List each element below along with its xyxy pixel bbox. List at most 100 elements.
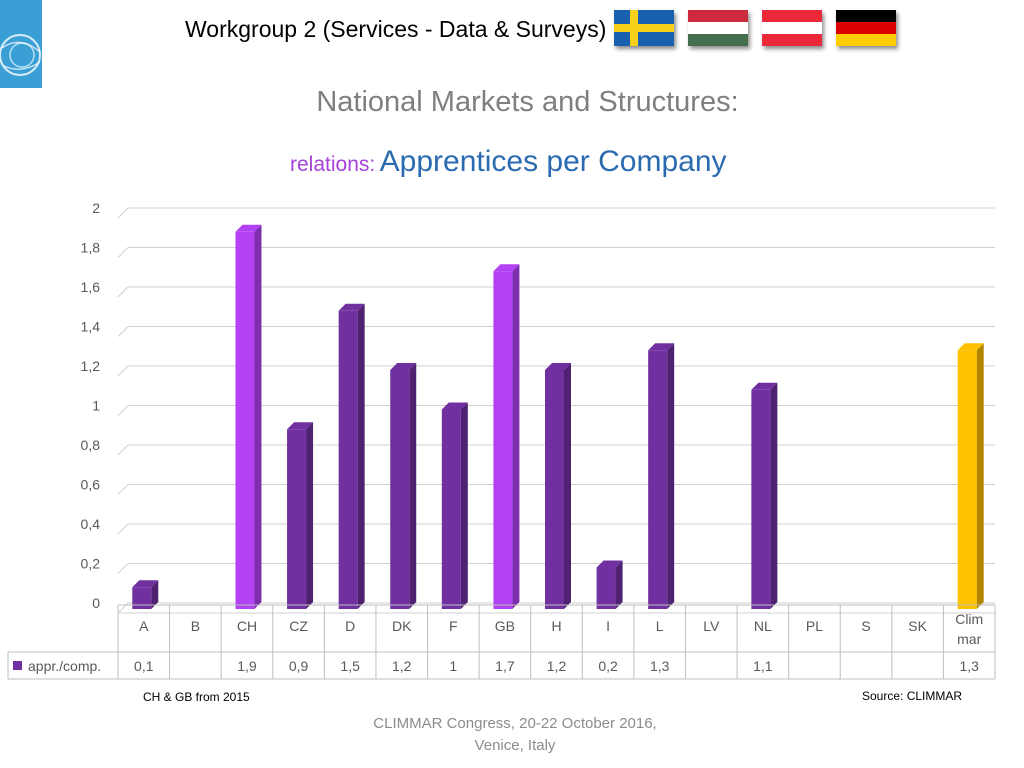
bar-d xyxy=(338,303,365,609)
y-tick-label: 1,8 xyxy=(81,240,101,256)
bar-front xyxy=(751,389,771,609)
bar-front xyxy=(441,409,461,609)
bar-gb xyxy=(493,264,520,609)
data-label: 1,3 xyxy=(650,658,670,674)
bar-front xyxy=(287,429,307,609)
footer-line-2: Venice, Italy xyxy=(474,737,556,754)
sweden-flag xyxy=(614,10,674,46)
footer-line-1: CLIMMAR Congress, 20-22 October 2016, xyxy=(373,715,657,732)
bar-cz xyxy=(287,422,314,609)
slide-footer: CLIMMAR Congress, 20-22 October 2016, Ve… xyxy=(340,713,690,757)
bar-front xyxy=(493,271,513,609)
bar-top xyxy=(235,224,262,232)
bar-top xyxy=(596,560,623,568)
germany-flag xyxy=(836,10,896,46)
bar-top xyxy=(957,343,984,351)
bar-i xyxy=(596,560,623,609)
workgroup-title: Workgroup 2 (Services - Data & Surveys) xyxy=(185,16,607,42)
bar-side xyxy=(409,363,417,609)
bar-front xyxy=(648,350,668,609)
x-category-label: H xyxy=(551,618,561,634)
chart-subtitle: relations: Apprentices per Company xyxy=(290,145,727,179)
grid-slant xyxy=(117,523,129,535)
y-tick-label: 0 xyxy=(92,595,100,611)
bar-h xyxy=(545,363,571,609)
y-tick-label: 1 xyxy=(92,398,100,414)
y-tick-label: 1,6 xyxy=(81,279,101,295)
x-category-label: CH xyxy=(237,618,257,634)
bar-front xyxy=(957,350,977,609)
bar-front xyxy=(545,370,564,609)
bar-top xyxy=(493,264,520,272)
slide-title: National Markets and Structures: xyxy=(316,86,739,118)
x-category-label: A xyxy=(139,618,149,634)
bar-top xyxy=(132,580,159,588)
bar-l xyxy=(648,343,675,609)
grid-slant xyxy=(117,563,129,574)
bar-side xyxy=(357,303,365,609)
x-category-label: GB xyxy=(495,618,515,634)
bar-top xyxy=(545,363,571,370)
grid-slant xyxy=(117,326,129,337)
data-label: 1,2 xyxy=(392,658,412,674)
grid-slant xyxy=(117,444,129,456)
footnote-ch-gb: CH & GB from 2015 xyxy=(143,690,250,704)
bar-ch xyxy=(235,224,262,609)
y-tick-label: 0,6 xyxy=(81,477,101,493)
bar-front xyxy=(338,310,358,609)
grid-slant xyxy=(117,247,129,258)
bar-front xyxy=(596,567,616,609)
bar-chart: 0 0,2 0,4 0,6 0,8 1 1,2 1,4 1,6 1,8 2 appr./comp. A 0… xyxy=(7,200,996,680)
bar-side xyxy=(306,422,314,609)
bar-nl xyxy=(751,382,778,609)
bar-side xyxy=(151,580,159,609)
subtitle-prefix: relations: xyxy=(290,153,376,176)
bar-a xyxy=(132,580,159,609)
x-category-label: DK xyxy=(392,618,412,634)
x-category-label: NL xyxy=(754,618,772,634)
data-label: 1,5 xyxy=(340,658,360,674)
x-category-label: B xyxy=(191,618,200,634)
bar-top xyxy=(648,343,675,351)
x-category-label: S xyxy=(861,618,870,634)
y-tick-label: 1,4 xyxy=(81,319,101,335)
data-label: 1,3 xyxy=(959,658,979,674)
legend-series-name: appr./comp. xyxy=(28,658,101,674)
bar-front xyxy=(235,231,255,609)
x-category-label: I xyxy=(606,618,610,634)
data-label: 1,9 xyxy=(237,658,257,674)
y-tick-label: 0,4 xyxy=(81,516,101,532)
country-flags xyxy=(614,10,896,46)
bar-top xyxy=(338,303,365,311)
bar-front xyxy=(390,370,410,609)
x-category-label: LV xyxy=(703,618,720,634)
data-label: 0,2 xyxy=(598,658,618,674)
bar-side xyxy=(460,402,468,609)
bar-front xyxy=(132,587,152,609)
x-category-label: D xyxy=(345,618,355,634)
bar-top xyxy=(390,363,417,370)
y-tick-label: 0,8 xyxy=(81,437,101,453)
climmar-logo xyxy=(0,0,42,88)
grid-slant xyxy=(117,286,129,298)
x-category-label: PL xyxy=(806,618,823,634)
grid-slant xyxy=(117,365,129,377)
x-category-label: CZ xyxy=(289,618,308,634)
data-label: 1,1 xyxy=(753,658,773,674)
bar-side xyxy=(564,363,571,609)
subtitle-main: Apprentices per Company xyxy=(379,145,727,178)
y-tick-label: 2 xyxy=(92,200,100,216)
data-label: 1,7 xyxy=(495,658,515,674)
y-tick-label: 1,2 xyxy=(81,358,101,374)
bar-top xyxy=(441,402,468,410)
bar-dk xyxy=(390,363,417,609)
y-tick-label: 0,2 xyxy=(81,556,101,572)
x-category-label: mar xyxy=(957,631,981,647)
source-note: Source: CLIMMAR xyxy=(862,689,963,703)
grid-slant xyxy=(117,484,129,495)
grid-slant xyxy=(117,207,129,219)
hungary-flag xyxy=(688,10,748,46)
data-label: 0,1 xyxy=(134,658,154,674)
bar-top xyxy=(287,422,314,430)
x-category-label: F xyxy=(449,618,458,634)
